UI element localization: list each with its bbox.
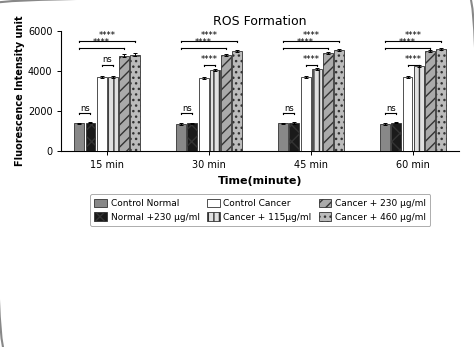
Text: ns: ns xyxy=(102,55,112,64)
Text: ns: ns xyxy=(386,104,396,112)
Text: ns: ns xyxy=(182,104,191,112)
Bar xyxy=(425,51,435,151)
Bar xyxy=(74,124,84,151)
Text: ****: **** xyxy=(201,31,218,40)
Bar xyxy=(380,124,390,151)
Bar xyxy=(334,50,344,151)
Bar xyxy=(414,66,424,151)
Bar xyxy=(221,55,231,151)
Bar xyxy=(232,51,242,151)
Title: ROS Formation: ROS Formation xyxy=(213,15,307,28)
Text: ns: ns xyxy=(80,104,90,112)
Bar xyxy=(199,78,209,151)
Bar xyxy=(312,69,322,151)
Text: ****: **** xyxy=(93,38,110,47)
Bar xyxy=(85,122,95,151)
Bar xyxy=(436,49,446,151)
Bar xyxy=(97,77,107,151)
Bar xyxy=(119,56,129,151)
Text: ****: **** xyxy=(405,55,422,64)
Legend: Control Normal, Normal +230 μg/ml, Control Cancer, Cancer + 115μg/ml, Cancer + 2: Control Normal, Normal +230 μg/ml, Contr… xyxy=(90,194,430,226)
Text: ****: **** xyxy=(303,31,319,40)
Text: ****: **** xyxy=(201,55,218,64)
Text: ns: ns xyxy=(284,104,293,112)
Text: ****: **** xyxy=(303,55,319,64)
Bar xyxy=(130,55,140,151)
Text: ****: **** xyxy=(399,38,416,47)
Bar xyxy=(188,124,197,151)
Text: ****: **** xyxy=(99,31,116,40)
Bar xyxy=(278,124,288,151)
Text: ****: **** xyxy=(297,38,314,47)
Text: ****: **** xyxy=(195,38,212,47)
X-axis label: Time(minute): Time(minute) xyxy=(218,176,302,186)
Bar xyxy=(176,124,186,151)
Text: ****: **** xyxy=(405,31,422,40)
Bar xyxy=(301,77,310,151)
Bar xyxy=(402,77,412,151)
Bar xyxy=(108,77,118,151)
Bar xyxy=(323,53,333,151)
Bar xyxy=(290,123,299,151)
Bar xyxy=(210,70,220,151)
Bar xyxy=(392,122,401,151)
Y-axis label: Fluorescence Intensity unit: Fluorescence Intensity unit xyxy=(15,16,25,166)
